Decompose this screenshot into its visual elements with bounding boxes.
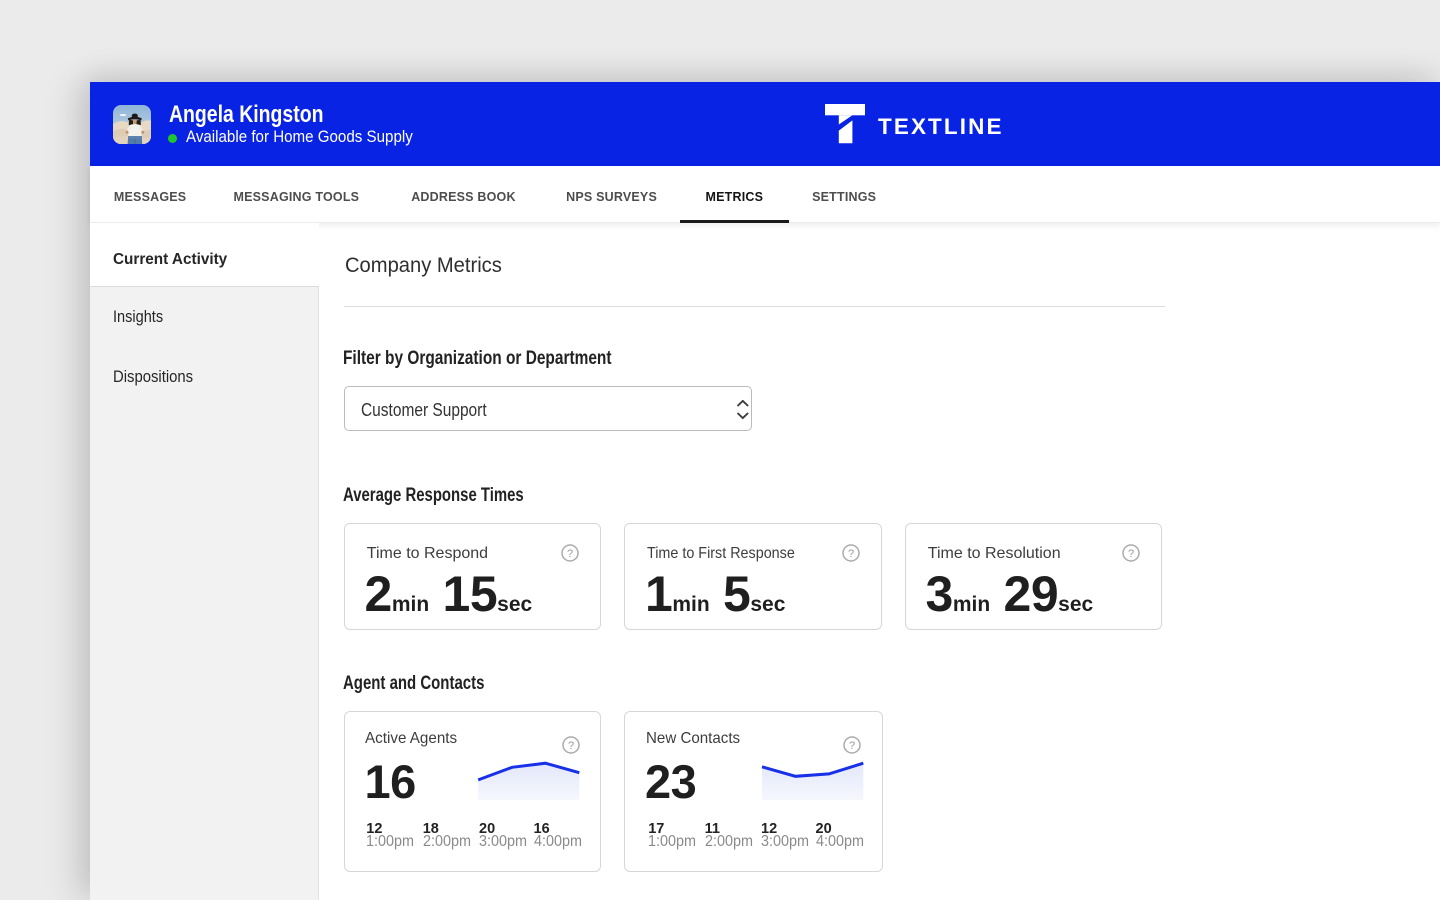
svg-text:?: ? xyxy=(567,548,573,560)
svg-text:?: ? xyxy=(848,740,854,752)
svg-text:?: ? xyxy=(1128,548,1134,560)
svg-text:?: ? xyxy=(568,740,574,752)
svg-text:?: ? xyxy=(848,548,854,560)
